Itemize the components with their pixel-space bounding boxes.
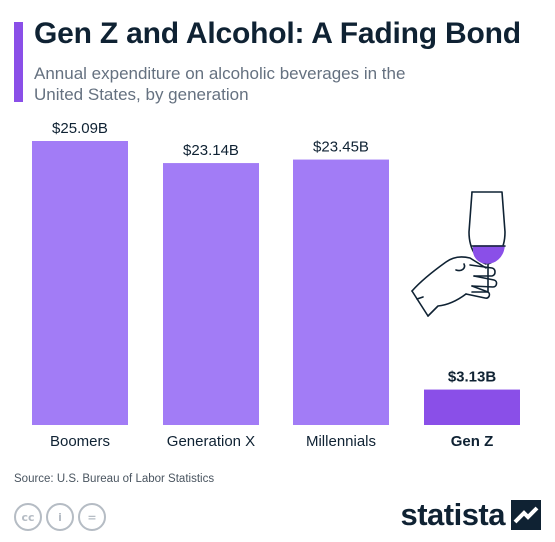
value-label-generation-x: $23.14B: [183, 142, 239, 159]
statista-logo-icon: [511, 500, 541, 530]
attribution-icon[interactable]: i: [46, 503, 74, 531]
bar-boomers: [32, 141, 128, 425]
category-label-gen-z: Gen Z: [451, 433, 494, 450]
statista-brand[interactable]: statista: [400, 497, 541, 533]
brand-name: statista: [400, 497, 505, 532]
category-label-millennials: Millennials: [306, 433, 376, 450]
title-accent-bar: [14, 22, 23, 102]
category-label-boomers: Boomers: [50, 433, 110, 450]
wine-glass-icon: [468, 191, 506, 293]
page-title: Gen Z and Alcohol: A Fading Bond: [34, 17, 521, 50]
category-label-generation-x: Generation X: [167, 433, 255, 450]
value-label-boomers: $25.09B: [52, 120, 108, 137]
bar-millennials: [293, 159, 389, 425]
value-label-gen-z: $3.13B: [448, 369, 497, 386]
cc-icon[interactable]: cc: [14, 503, 42, 531]
bar-generation-x: [163, 163, 259, 425]
value-label-millennials: $23.45B: [313, 139, 369, 156]
page-subtitle: Annual expenditure on alcoholic beverage…: [34, 64, 406, 104]
license-icons: cc i =: [14, 503, 106, 531]
hand-icon: [411, 256, 498, 317]
source-note: Source: U.S. Bureau of Labor Statistics: [14, 473, 215, 485]
bar-gen-z: [424, 389, 520, 425]
no-derivatives-icon[interactable]: =: [78, 503, 106, 531]
